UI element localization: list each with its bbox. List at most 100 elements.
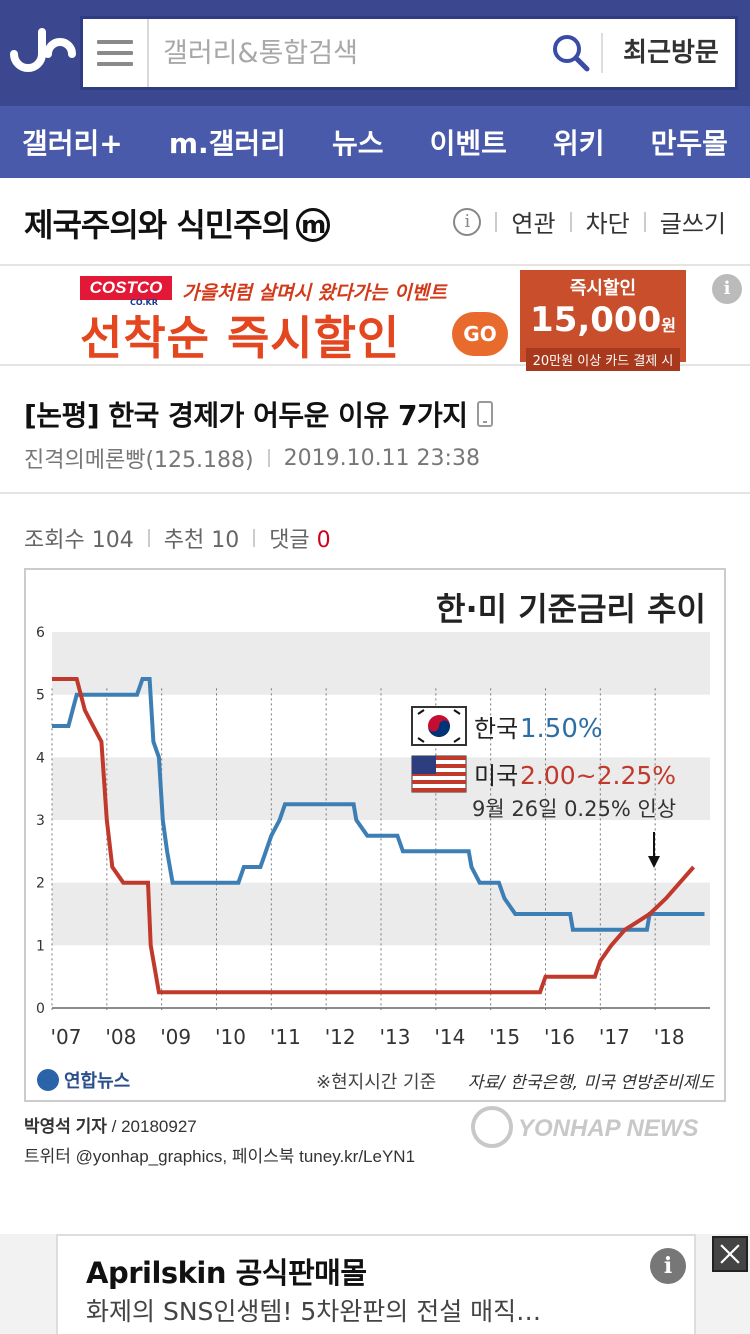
comment-count[interactable]: 댓글 0 bbox=[269, 522, 330, 554]
write-button[interactable]: 글쓰기 bbox=[659, 210, 726, 238]
coupon-top: 즉시할인 bbox=[569, 278, 637, 299]
costco-logo-sub: CO.KR bbox=[130, 298, 158, 307]
info-icon[interactable]: i bbox=[453, 207, 482, 236]
nav-mandu-mall[interactable]: 만두몰 bbox=[650, 127, 728, 160]
legend: 한국 1.50% 미국 2.00~2.25% 9월 26일 0.25% 인상 bbox=[411, 706, 676, 868]
credit-reporter: 박영석 기자 bbox=[24, 1117, 107, 1136]
grid-band bbox=[52, 632, 710, 695]
annotation-arrowhead bbox=[648, 856, 660, 868]
post-datetime: 2019.10.11 23:38 bbox=[283, 445, 480, 471]
x-tick-label: '12 bbox=[325, 1025, 356, 1049]
main-nav: 갤러리+ m.갤러리 뉴스 이벤트 위키 만두몰 bbox=[0, 106, 750, 178]
close-icon[interactable] bbox=[712, 1236, 748, 1272]
y-tick-label: 6 bbox=[36, 625, 45, 641]
recommend-count: 추천 10 bbox=[163, 528, 240, 553]
bottom-ad-info-icon[interactable]: i bbox=[650, 1248, 686, 1284]
gallery-bar: 제국주의와 식민주의 m i 연관 차단 글쓰기 bbox=[0, 178, 750, 266]
view-count: 조회수 104 bbox=[24, 528, 134, 553]
x-tick-label: '09 bbox=[160, 1025, 191, 1049]
x-tick-label: '10 bbox=[215, 1025, 246, 1049]
comment-label: 댓글 bbox=[269, 528, 310, 553]
svg-text:연합뉴스: 연합뉴스 bbox=[64, 1070, 130, 1092]
minor-gallery-badge: m bbox=[296, 208, 331, 242]
costco-logo: COSTCO bbox=[80, 276, 172, 300]
chart-title: 한·미 기준금리 추이 bbox=[436, 590, 706, 628]
nav-wiki[interactable]: 위키 bbox=[553, 127, 605, 160]
comment-count-value: 0 bbox=[316, 528, 331, 553]
divider bbox=[601, 33, 603, 73]
divider bbox=[253, 529, 256, 547]
nav-gallery-plus[interactable]: 갤러리+ bbox=[22, 127, 123, 160]
x-tick-label: '13 bbox=[380, 1025, 411, 1049]
search-input[interactable] bbox=[163, 33, 543, 73]
bottom-ad: Aprilskin 공식판매몰 화제의 SNS인생템! 5차완판의 전설 매직…… bbox=[0, 1234, 750, 1334]
svg-text:YONHAP NEWS: YONHAP NEWS bbox=[518, 1115, 698, 1142]
post-stats: 조회수 104 추천 10 댓글 0 bbox=[24, 522, 331, 554]
divider bbox=[267, 449, 270, 467]
recent-visits-button[interactable]: 최근방문 bbox=[623, 38, 719, 68]
dc-logo-icon[interactable] bbox=[10, 24, 76, 80]
related-button[interactable]: 연관 bbox=[511, 210, 556, 238]
ad-headline: 선착순 즉시할인 bbox=[80, 311, 401, 365]
bottom-ad-subtitle: 화제의 SNS인생템! 5차완판의 전설 매직… bbox=[86, 1297, 542, 1326]
gallery-title[interactable]: 제국주의와 식민주의 m bbox=[24, 200, 331, 246]
x-tick-label: '15 bbox=[489, 1025, 520, 1049]
chart-annotation: 9월 26일 0.25% 인상 bbox=[472, 797, 676, 821]
chart-source: 자료/ 한국은행, 미국 연방준비제도 bbox=[468, 1073, 716, 1093]
ad-go-button[interactable]: GO bbox=[452, 312, 508, 356]
gallery-actions: i 연관 차단 글쓰기 bbox=[453, 204, 726, 239]
mobile-phone-icon bbox=[477, 401, 494, 427]
x-tick-label: '16 bbox=[544, 1025, 575, 1049]
x-tick-label: '08 bbox=[105, 1025, 136, 1049]
y-tick-label: 0 bbox=[36, 1001, 45, 1017]
nav-event[interactable]: 이벤트 bbox=[429, 127, 507, 160]
bottom-ad-title: Aprilskin 공식판매몰 bbox=[86, 1256, 367, 1290]
ad-tagline: 가을처럼 살며시 왔다가는 이벤트 bbox=[182, 282, 447, 304]
post-meta: 진격의메론빵(125.188) 2019.10.11 23:38 bbox=[24, 442, 480, 474]
coupon-unit: 원 bbox=[661, 316, 676, 335]
coupon-note: 20만원 이상 카드 결제 시 bbox=[526, 348, 680, 371]
gallery-title-text: 제국주의와 식민주의 bbox=[24, 206, 291, 244]
nav-news[interactable]: 뉴스 bbox=[332, 127, 384, 160]
legend-korea-name: 한국 bbox=[474, 715, 518, 743]
coupon-amount: 15,000원 bbox=[520, 300, 686, 346]
yonhap-logo: 연합뉴스 bbox=[37, 1069, 130, 1092]
series-line-korea bbox=[52, 677, 705, 932]
legend-korea-value: 1.50% bbox=[520, 714, 603, 744]
divider bbox=[569, 211, 572, 232]
hamburger-menu-icon[interactable] bbox=[83, 19, 149, 87]
image-credit: 박영석 기자 / 20180927 트위터 @yonhap_graphics, … bbox=[24, 1112, 415, 1172]
post-image-chart[interactable]: 0 1 2 3 4 5 6 '07 '08 '09 '10 '11 '12 '13 '14 '15 '16 '1… bbox=[24, 568, 726, 1102]
nav-m-gallery[interactable]: m.갤러리 bbox=[168, 127, 286, 160]
credit-date: / 20180927 bbox=[106, 1117, 197, 1136]
series-line-usa bbox=[52, 677, 696, 995]
x-tick-label: '14 bbox=[434, 1025, 465, 1049]
block-button[interactable]: 차단 bbox=[585, 210, 630, 238]
divider bbox=[147, 529, 150, 547]
search-icon[interactable] bbox=[551, 33, 591, 73]
ad-coupon: 즉시할인 15,000원 20만원 이상 카드 결제 시 bbox=[520, 270, 686, 371]
bottom-ad-card[interactable]: Aprilskin 공식판매몰 화제의 SNS인생템! 5차완판의 전설 매직…… bbox=[56, 1234, 696, 1334]
usa-flag-icon bbox=[411, 755, 467, 793]
ad-info-icon[interactable]: i bbox=[712, 274, 742, 304]
y-tick-label: 4 bbox=[36, 750, 45, 766]
x-tick-label: '17 bbox=[599, 1025, 630, 1049]
legend-usa-name: 미국 bbox=[474, 762, 518, 790]
post-title-text: [논평] 한국 경제가 어두운 이유 7가지 bbox=[24, 399, 468, 432]
credit-line-1: 박영석 기자 / 20180927 bbox=[24, 1112, 415, 1142]
divider bbox=[495, 211, 498, 232]
divider bbox=[643, 211, 646, 232]
ad-banner[interactable]: COSTCO CO.KR 가을처럼 살며시 왔다가는 이벤트 선착순 즉시할인 … bbox=[0, 266, 750, 371]
y-tick-label: 2 bbox=[36, 876, 45, 892]
x-tick-label: '07 bbox=[51, 1025, 82, 1049]
coupon-amount-value: 15,000 bbox=[530, 300, 662, 340]
credit-line-2: 트위터 @yonhap_graphics, 페이스북 tuney.kr/LeYN… bbox=[24, 1147, 416, 1166]
x-tick-label: '18 bbox=[654, 1025, 685, 1049]
legend-usa-value: 2.00~2.25% bbox=[520, 761, 676, 790]
post-title: [논평] 한국 경제가 어두운 이유 7가지 bbox=[24, 394, 494, 434]
y-tick-label: 3 bbox=[36, 813, 45, 829]
x-tick-label: '11 bbox=[270, 1025, 301, 1049]
korea-flag-icon bbox=[417, 709, 461, 743]
post-header: [논평] 한국 경제가 어두운 이유 7가지 진격의메론빵(125.188) 2… bbox=[0, 366, 750, 494]
post-author[interactable]: 진격의메론빵(125.188) bbox=[24, 448, 254, 473]
